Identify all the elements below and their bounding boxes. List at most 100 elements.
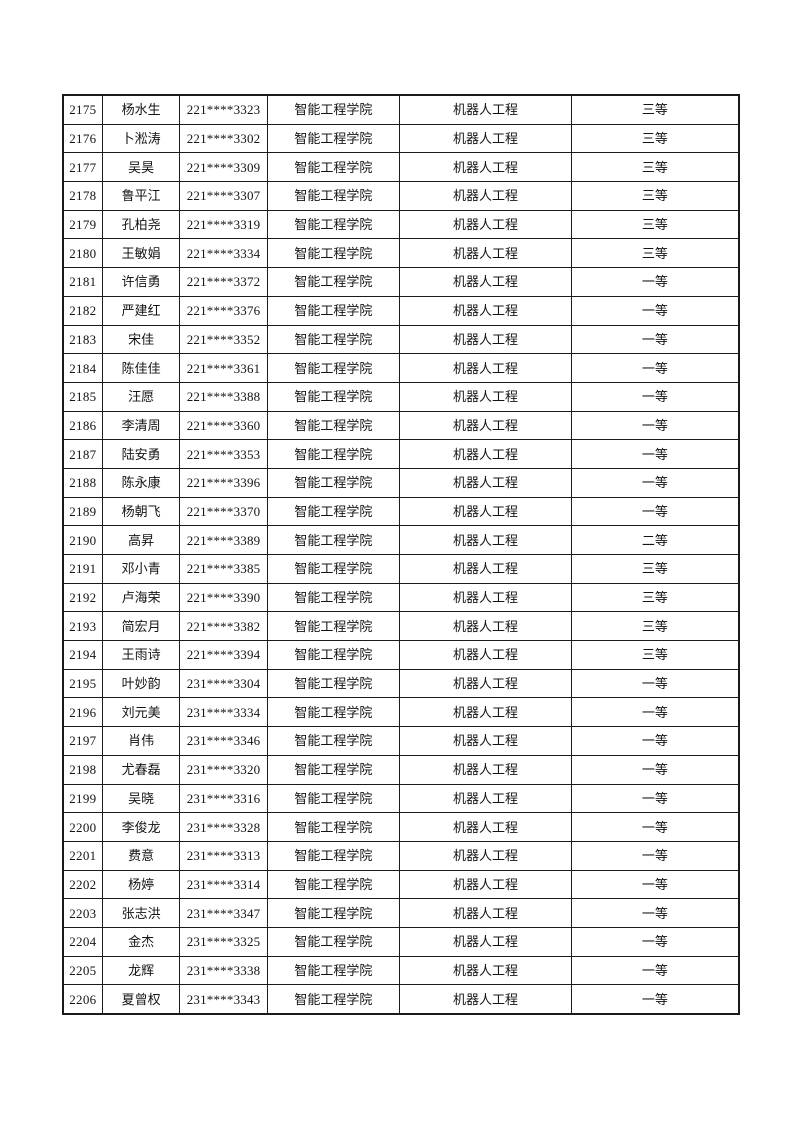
award-cell: 三等 bbox=[570, 640, 740, 670]
table-row: 2175 杨水生 221****3323 智能工程学院 机器人工程 三等 bbox=[62, 94, 740, 125]
major-cell: 机器人工程 bbox=[399, 812, 572, 842]
student-id-cell: 231****3325 bbox=[179, 926, 268, 957]
award-cell: 一等 bbox=[570, 783, 740, 814]
major-cell: 机器人工程 bbox=[399, 754, 572, 785]
major-cell: 机器人工程 bbox=[399, 439, 572, 469]
major-cell: 机器人工程 bbox=[399, 467, 572, 498]
major-cell: 机器人工程 bbox=[399, 209, 572, 240]
award-cell: 三等 bbox=[570, 152, 740, 183]
row-number-cell: 2196 bbox=[62, 697, 103, 728]
name-cell: 陈佳佳 bbox=[101, 353, 181, 383]
row-number-cell: 2178 bbox=[62, 181, 103, 211]
student-id-cell: 221****3309 bbox=[179, 152, 268, 183]
row-number-cell: 2188 bbox=[62, 467, 103, 498]
award-results-table: 2175 杨水生 221****3323 智能工程学院 机器人工程 三等 2176 卜淞涛 22… bbox=[62, 94, 740, 1015]
award-cell: 二等 bbox=[570, 525, 740, 555]
table-row: 2193 简宏月 221****3382 智能工程学院 机器人工程 三等 bbox=[62, 611, 740, 642]
major-cell: 机器人工程 bbox=[399, 726, 572, 756]
major-cell: 机器人工程 bbox=[399, 381, 572, 412]
major-cell: 机器人工程 bbox=[399, 554, 572, 584]
table-row: 2177 吴昊 221****3309 智能工程学院 机器人工程 三等 bbox=[62, 152, 740, 183]
major-cell: 机器人工程 bbox=[399, 955, 572, 986]
name-cell: 张志洪 bbox=[101, 898, 181, 928]
award-cell: 一等 bbox=[570, 840, 740, 871]
row-number-cell: 2191 bbox=[62, 554, 103, 584]
student-id-cell: 221****3352 bbox=[179, 324, 268, 355]
student-id-cell: 231****3304 bbox=[179, 668, 268, 699]
award-cell: 一等 bbox=[570, 324, 740, 355]
table-row: 2205 龙辉 231****3338 智能工程学院 机器人工程 一等 bbox=[62, 955, 740, 986]
name-cell: 李俊龙 bbox=[101, 812, 181, 842]
award-cell: 三等 bbox=[570, 94, 740, 125]
major-cell: 机器人工程 bbox=[399, 869, 572, 900]
major-cell: 机器人工程 bbox=[399, 898, 572, 928]
row-number-cell: 2182 bbox=[62, 295, 103, 326]
student-id-cell: 221****3394 bbox=[179, 640, 268, 670]
name-cell: 杨朝飞 bbox=[101, 496, 181, 527]
award-cell: 三等 bbox=[570, 582, 740, 613]
major-cell: 机器人工程 bbox=[399, 410, 572, 441]
table-row: 2184 陈佳佳 221****3361 智能工程学院 机器人工程 一等 bbox=[62, 353, 740, 383]
name-cell: 尤春磊 bbox=[101, 754, 181, 785]
row-number-cell: 2197 bbox=[62, 726, 103, 756]
major-cell: 机器人工程 bbox=[399, 123, 572, 154]
row-number-cell: 2190 bbox=[62, 525, 103, 555]
table-row: 2185 汪愿 221****3388 智能工程学院 机器人工程 一等 bbox=[62, 381, 740, 412]
major-cell: 机器人工程 bbox=[399, 353, 572, 383]
award-cell: 一等 bbox=[570, 410, 740, 441]
table-row: 2183 宋佳 221****3352 智能工程学院 机器人工程 一等 bbox=[62, 324, 740, 355]
college-cell: 智能工程学院 bbox=[266, 496, 401, 527]
name-cell: 高昇 bbox=[101, 525, 181, 555]
college-cell: 智能工程学院 bbox=[266, 697, 401, 728]
college-cell: 智能工程学院 bbox=[266, 295, 401, 326]
award-cell: 一等 bbox=[570, 926, 740, 957]
name-cell: 李清周 bbox=[101, 410, 181, 441]
row-number-cell: 2202 bbox=[62, 869, 103, 900]
student-id-cell: 231****3343 bbox=[179, 984, 268, 1015]
row-number-cell: 2198 bbox=[62, 754, 103, 785]
name-cell: 卢海荣 bbox=[101, 582, 181, 613]
row-number-cell: 2181 bbox=[62, 267, 103, 297]
major-cell: 机器人工程 bbox=[399, 152, 572, 183]
student-id-cell: 221****3390 bbox=[179, 582, 268, 613]
table-row: 2186 李清周 221****3360 智能工程学院 机器人工程 一等 bbox=[62, 410, 740, 441]
name-cell: 卜淞涛 bbox=[101, 123, 181, 154]
table-row: 2194 王雨诗 221****3394 智能工程学院 机器人工程 三等 bbox=[62, 640, 740, 670]
major-cell: 机器人工程 bbox=[399, 295, 572, 326]
award-cell: 一等 bbox=[570, 754, 740, 785]
name-cell: 简宏月 bbox=[101, 611, 181, 642]
table-row: 2192 卢海荣 221****3390 智能工程学院 机器人工程 三等 bbox=[62, 582, 740, 613]
major-cell: 机器人工程 bbox=[399, 926, 572, 957]
award-cell: 三等 bbox=[570, 554, 740, 584]
table-row: 2197 肖伟 231****3346 智能工程学院 机器人工程 一等 bbox=[62, 726, 740, 756]
table-row: 2203 张志洪 231****3347 智能工程学院 机器人工程 一等 bbox=[62, 898, 740, 928]
table-row: 2188 陈永康 221****3396 智能工程学院 机器人工程 一等 bbox=[62, 467, 740, 498]
row-number-cell: 2176 bbox=[62, 123, 103, 154]
student-id-cell: 221****3388 bbox=[179, 381, 268, 412]
name-cell: 金杰 bbox=[101, 926, 181, 957]
award-cell: 一等 bbox=[570, 668, 740, 699]
student-id-cell: 231****3338 bbox=[179, 955, 268, 986]
college-cell: 智能工程学院 bbox=[266, 726, 401, 756]
row-number-cell: 2192 bbox=[62, 582, 103, 613]
table-row: 2187 陆安勇 221****3353 智能工程学院 机器人工程 一等 bbox=[62, 439, 740, 469]
name-cell: 杨水生 bbox=[101, 94, 181, 125]
row-number-cell: 2205 bbox=[62, 955, 103, 986]
major-cell: 机器人工程 bbox=[399, 840, 572, 871]
college-cell: 智能工程学院 bbox=[266, 353, 401, 383]
award-cell: 一等 bbox=[570, 295, 740, 326]
college-cell: 智能工程学院 bbox=[266, 611, 401, 642]
student-id-cell: 221****3334 bbox=[179, 238, 268, 269]
results-table-body: 2175 杨水生 221****3323 智能工程学院 机器人工程 三等 2176 卜淞涛 22… bbox=[62, 94, 740, 1015]
major-cell: 机器人工程 bbox=[399, 611, 572, 642]
student-id-cell: 221****3360 bbox=[179, 410, 268, 441]
major-cell: 机器人工程 bbox=[399, 267, 572, 297]
student-id-cell: 221****3323 bbox=[179, 94, 268, 125]
award-cell: 一等 bbox=[570, 984, 740, 1015]
name-cell: 王敏娟 bbox=[101, 238, 181, 269]
college-cell: 智能工程学院 bbox=[266, 267, 401, 297]
table-row: 2180 王敏娟 221****3334 智能工程学院 机器人工程 三等 bbox=[62, 238, 740, 269]
name-cell: 杨婷 bbox=[101, 869, 181, 900]
college-cell: 智能工程学院 bbox=[266, 754, 401, 785]
